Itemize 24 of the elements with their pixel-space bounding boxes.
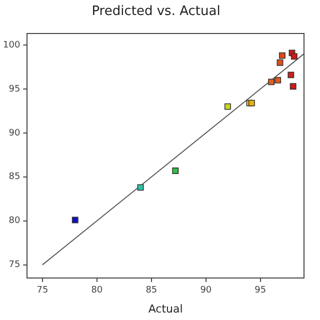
y-tick-label: 75 [8, 260, 20, 270]
x-tick-label: 75 [36, 286, 48, 296]
point [276, 59, 284, 66]
chart-title: Predicted vs. Actual [92, 4, 220, 20]
y-tick-label: 80 [8, 216, 20, 226]
point [172, 168, 179, 174]
x-tick-label: 80 [91, 286, 103, 296]
point [72, 216, 78, 224]
y-tick-label: 85 [8, 172, 20, 182]
y-tick-label: 95 [8, 84, 20, 94]
y-tick-label: 100 [2, 40, 20, 50]
x-tick-label: 95 [254, 286, 266, 296]
point [268, 78, 275, 86]
point [137, 184, 144, 191]
point [274, 76, 282, 84]
point [288, 72, 294, 78]
point [278, 52, 286, 59]
x-tick-label: 90 [200, 286, 212, 296]
x-axis-title: Actual [148, 302, 183, 316]
point [290, 53, 298, 60]
y-tick-label: 90 [8, 128, 20, 138]
x-tick-label: 85 [146, 286, 158, 296]
point [290, 83, 296, 90]
point [224, 103, 231, 110]
